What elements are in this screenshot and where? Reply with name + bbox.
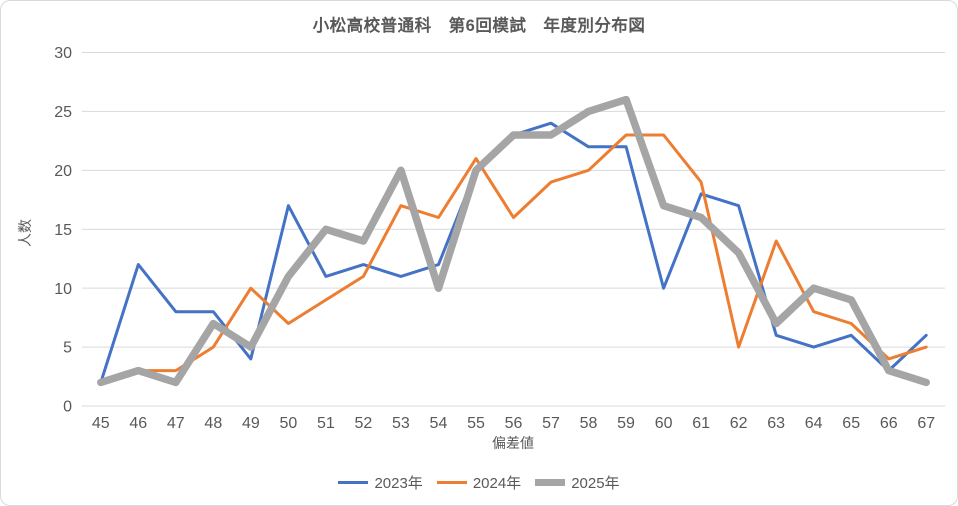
legend-label: 2025年 bbox=[571, 475, 620, 492]
x-tick-label: 47 bbox=[167, 415, 185, 432]
legend: 2023年 2024年 2025年 bbox=[1, 472, 957, 493]
y-tick-label: 20 bbox=[54, 163, 72, 180]
y-tick-label: 10 bbox=[54, 281, 72, 298]
x-tick-label: 58 bbox=[580, 415, 598, 432]
x-tick-label: 45 bbox=[92, 415, 110, 432]
x-tick-label: 51 bbox=[317, 415, 335, 432]
x-tick-label: 64 bbox=[805, 415, 823, 432]
y-tick-label: 25 bbox=[54, 104, 72, 121]
x-tick-label: 61 bbox=[692, 415, 710, 432]
series-line-2023年 bbox=[99, 121, 928, 384]
y-tick-label: 30 bbox=[54, 45, 72, 62]
legend-label: 2023年 bbox=[374, 475, 423, 492]
x-tick-label: 46 bbox=[129, 415, 147, 432]
x-tick-label: 54 bbox=[430, 415, 448, 432]
x-tick-label: 48 bbox=[204, 415, 222, 432]
x-tick-label: 56 bbox=[505, 415, 523, 432]
x-tick-label: 49 bbox=[242, 415, 260, 432]
y-tick-label: 0 bbox=[63, 399, 72, 416]
chart-title: 小松高校普通科 第6回模試 年度別分布図 bbox=[312, 17, 646, 35]
legend-item-2023[interactable]: 2023年 bbox=[338, 472, 423, 493]
legend-item-2025[interactable]: 2025年 bbox=[535, 472, 620, 493]
legend-line-sample-2025 bbox=[535, 479, 566, 486]
x-tick-label: 50 bbox=[279, 415, 297, 432]
y-tick-label: 15 bbox=[54, 222, 72, 239]
legend-label: 2024年 bbox=[472, 475, 522, 492]
x-tick-label: 63 bbox=[767, 415, 785, 432]
x-tick-label: 66 bbox=[880, 415, 898, 432]
x-tick-label: 65 bbox=[842, 415, 860, 432]
x-axis-labels: 45 46 47 48 49 50 51 52 53 54 55 56 57 58 59 60 61 62 63 64… bbox=[92, 415, 935, 432]
x-tick-label: 57 bbox=[542, 415, 560, 432]
x-tick-label: 59 bbox=[617, 415, 635, 432]
legend-line-sample-2024 bbox=[436, 481, 467, 484]
x-tick-label: 55 bbox=[467, 415, 485, 432]
x-tick-label: 62 bbox=[730, 415, 748, 432]
legend-line-sample-2023 bbox=[338, 481, 369, 484]
x-tick-label: 53 bbox=[392, 415, 410, 432]
legend-item-2024[interactable]: 2024年 bbox=[436, 472, 522, 493]
x-tick-label: 60 bbox=[655, 415, 673, 432]
x-tick-label: 67 bbox=[917, 415, 935, 432]
x-tick-label: 52 bbox=[355, 415, 373, 432]
x-axis-title: 偏差値 bbox=[492, 435, 534, 451]
y-tick-label: 5 bbox=[63, 340, 72, 357]
series-line-2025年 bbox=[97, 95, 930, 387]
series-line-2024年 bbox=[99, 133, 928, 384]
y-axis-title: 人数 bbox=[17, 219, 33, 247]
